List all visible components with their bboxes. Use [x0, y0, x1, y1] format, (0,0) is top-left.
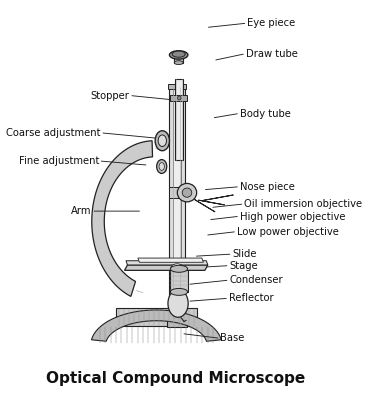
Ellipse shape	[172, 51, 185, 57]
Text: Slide: Slide	[232, 249, 257, 259]
Ellipse shape	[169, 51, 188, 59]
Ellipse shape	[157, 160, 167, 173]
Ellipse shape	[155, 131, 169, 151]
Text: Stopper: Stopper	[91, 91, 130, 101]
Text: Draw tube: Draw tube	[246, 49, 297, 59]
Ellipse shape	[177, 184, 197, 202]
Text: Base: Base	[220, 333, 245, 343]
Text: Condenser: Condenser	[229, 275, 283, 285]
Ellipse shape	[178, 96, 181, 100]
Ellipse shape	[170, 288, 188, 296]
Polygon shape	[126, 261, 208, 265]
Text: High power objective: High power objective	[240, 211, 345, 222]
Ellipse shape	[171, 264, 184, 272]
Text: Optical Compound Microscope: Optical Compound Microscope	[46, 371, 305, 386]
Bar	[169, 87, 185, 325]
Bar	[170, 269, 188, 292]
Ellipse shape	[158, 135, 167, 147]
Bar	[146, 258, 160, 262]
Bar	[173, 87, 181, 325]
Text: Coarse adjustment: Coarse adjustment	[6, 128, 101, 138]
Ellipse shape	[159, 163, 164, 170]
Text: Reflector: Reflector	[229, 294, 273, 303]
Text: Arm: Arm	[71, 206, 92, 216]
Polygon shape	[125, 265, 208, 270]
Text: Body tube: Body tube	[240, 109, 290, 119]
Bar	[175, 79, 183, 160]
Text: Low power objective: Low power objective	[237, 227, 339, 237]
Bar	[178, 258, 192, 262]
Ellipse shape	[174, 61, 183, 64]
Polygon shape	[92, 141, 152, 296]
Text: Nose piece: Nose piece	[240, 182, 295, 192]
Ellipse shape	[168, 290, 188, 317]
Bar	[167, 320, 187, 327]
Bar	[169, 187, 187, 198]
Bar	[168, 84, 186, 89]
Text: Oil immersion objective: Oil immersion objective	[244, 199, 362, 209]
Text: Fine adjustment: Fine adjustment	[18, 156, 99, 166]
Polygon shape	[91, 310, 221, 341]
Ellipse shape	[170, 265, 188, 272]
Polygon shape	[195, 200, 215, 212]
Bar	[174, 54, 183, 62]
Text: Stage: Stage	[229, 261, 258, 271]
Polygon shape	[138, 258, 204, 262]
Polygon shape	[203, 195, 233, 200]
Ellipse shape	[182, 188, 192, 197]
Polygon shape	[198, 200, 225, 205]
Text: Eye piece: Eye piece	[247, 18, 295, 28]
Bar	[116, 308, 196, 326]
Bar	[170, 95, 187, 101]
